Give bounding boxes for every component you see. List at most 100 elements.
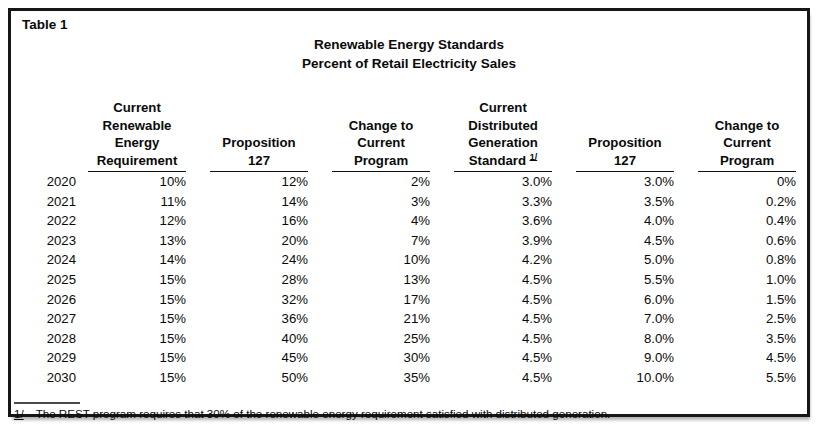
- table-row-2026: 202615%32%17%4.5%6.0%1.5%: [14, 290, 808, 310]
- table-row-2024: 202414%24%10%4.2%5.0%0.8%: [14, 250, 808, 270]
- value-cell-proposition-127-distributed: 5.0%: [564, 250, 686, 270]
- header-line: Current: [88, 99, 186, 117]
- table-row-2021: 202111%14%3%3.3%3.5%0.2%: [14, 192, 808, 212]
- value-cell-current-distributed-generation-standard: 3.6%: [442, 211, 564, 231]
- value-cell-proposition-127-renewable: 40%: [198, 329, 320, 349]
- table-title: Renewable Energy Standards Percent of Re…: [11, 36, 807, 73]
- column-header-year: [14, 99, 76, 172]
- year-cell: 2022: [14, 211, 76, 231]
- value-cell-change-to-current-program-distributed: 0%: [686, 172, 808, 192]
- year-cell: 2024: [14, 250, 76, 270]
- value-cell-proposition-127-distributed: 5.5%: [564, 270, 686, 290]
- value-cell-proposition-127-renewable: 28%: [198, 270, 320, 290]
- header-line: Distributed: [454, 117, 552, 135]
- header-line: Current: [698, 134, 796, 152]
- table-row-2023: 202313%20%7%3.9%4.5%0.6%: [14, 231, 808, 251]
- renewable-standards-table: CurrentRenewableEnergyRequirementProposi…: [14, 99, 808, 388]
- value-cell-change-to-current-program-distributed: 2.5%: [686, 309, 808, 329]
- column-header-change-to-current-program-renewable: Change toCurrentProgram: [320, 99, 442, 172]
- value-cell-proposition-127-distributed: 4.5%: [564, 231, 686, 251]
- value-cell-current-renewable-energy-requirement: 11%: [76, 192, 198, 212]
- column-header-proposition-127-renewable: Proposition127: [198, 99, 320, 172]
- header-line: Renewable: [88, 117, 186, 135]
- value-cell-current-distributed-generation-standard: 4.5%: [442, 368, 564, 388]
- header-line: Program: [332, 152, 430, 170]
- value-cell-current-distributed-generation-standard: 4.2%: [442, 250, 564, 270]
- page: Table 1 Renewable Energy Standards Perce…: [0, 0, 818, 429]
- value-cell-change-to-current-program-distributed: 0.2%: [686, 192, 808, 212]
- header-line: 127: [210, 152, 308, 170]
- value-cell-current-distributed-generation-standard: 3.3%: [442, 192, 564, 212]
- value-cell-proposition-127-renewable: 24%: [198, 250, 320, 270]
- header-line: Standard 1/: [454, 152, 552, 170]
- value-cell-current-renewable-energy-requirement: 15%: [76, 348, 198, 368]
- header-line: Current: [454, 99, 552, 117]
- value-cell-proposition-127-renewable: 50%: [198, 368, 320, 388]
- value-cell-proposition-127-distributed: 4.0%: [564, 211, 686, 231]
- year-cell: 2028: [14, 329, 76, 349]
- header-line: 127: [576, 152, 674, 170]
- value-cell-current-distributed-generation-standard: 4.5%: [442, 329, 564, 349]
- column-header-current-renewable-energy-requirement: CurrentRenewableEnergyRequirement: [76, 99, 198, 172]
- table-frame: Table 1 Renewable Energy Standards Perce…: [8, 8, 810, 417]
- value-cell-change-to-current-program-distributed: 0.6%: [686, 231, 808, 251]
- value-cell-change-to-current-program-renewable: 35%: [320, 368, 442, 388]
- year-cell: 2021: [14, 192, 76, 212]
- value-cell-current-renewable-energy-requirement: 15%: [76, 309, 198, 329]
- table-row-2030: 203015%50%35%4.5%10.0%5.5%: [14, 368, 808, 388]
- value-cell-change-to-current-program-renewable: 10%: [320, 250, 442, 270]
- title-line-1: Renewable Energy Standards: [11, 36, 807, 55]
- value-cell-change-to-current-program-renewable: 17%: [320, 290, 442, 310]
- title-line-2: Percent of Retail Electricity Sales: [11, 55, 807, 74]
- value-cell-change-to-current-program-distributed: 0.8%: [686, 250, 808, 270]
- footnote-separator: [14, 402, 80, 404]
- header-line: Current: [332, 134, 430, 152]
- year-cell: 2025: [14, 270, 76, 290]
- year-cell: 2023: [14, 231, 76, 251]
- header-line: Generation: [454, 134, 552, 152]
- value-cell-change-to-current-program-renewable: 21%: [320, 309, 442, 329]
- value-cell-change-to-current-program-distributed: 0.4%: [686, 211, 808, 231]
- header-row: CurrentRenewableEnergyRequirementProposi…: [14, 99, 808, 172]
- header-line: Change to: [698, 117, 796, 135]
- year-cell: 2029: [14, 348, 76, 368]
- value-cell-change-to-current-program-renewable: 2%: [320, 172, 442, 192]
- value-cell-current-distributed-generation-standard: 3.9%: [442, 231, 564, 251]
- value-cell-proposition-127-renewable: 45%: [198, 348, 320, 368]
- value-cell-proposition-127-renewable: 36%: [198, 309, 320, 329]
- header-line: Change to: [332, 117, 430, 135]
- table-row-2029: 202915%45%30%4.5%9.0%4.5%: [14, 348, 808, 368]
- year-cell: 2026: [14, 290, 76, 310]
- value-cell-current-renewable-energy-requirement: 15%: [76, 270, 198, 290]
- table-row-2028: 202815%40%25%4.5%8.0%3.5%: [14, 329, 808, 349]
- header-line: Program: [698, 152, 796, 170]
- table-row-2022: 202212%16%4%3.6%4.0%0.4%: [14, 211, 808, 231]
- footnote-marker: 1/: [530, 151, 538, 161]
- value-cell-current-renewable-energy-requirement: 13%: [76, 231, 198, 251]
- value-cell-proposition-127-renewable: 16%: [198, 211, 320, 231]
- value-cell-current-renewable-energy-requirement: 15%: [76, 329, 198, 349]
- footnote: 1/The REST program requires that 30% of …: [14, 407, 807, 421]
- value-cell-change-to-current-program-renewable: 3%: [320, 192, 442, 212]
- value-cell-current-distributed-generation-standard: 4.5%: [442, 309, 564, 329]
- year-cell: 2030: [14, 368, 76, 388]
- value-cell-change-to-current-program-distributed: 4.5%: [686, 348, 808, 368]
- column-header-proposition-127-distributed: Proposition127: [564, 99, 686, 172]
- value-cell-change-to-current-program-distributed: 1.0%: [686, 270, 808, 290]
- footnote-ref: 1/: [14, 407, 24, 420]
- table-row-2020: 202010%12%2%3.0%3.0%0%: [14, 172, 808, 192]
- value-cell-proposition-127-distributed: 9.0%: [564, 348, 686, 368]
- table-row-2025: 202515%28%13%4.5%5.5%1.0%: [14, 270, 808, 290]
- value-cell-current-renewable-energy-requirement: 10%: [76, 172, 198, 192]
- table-label: Table 1: [22, 16, 807, 34]
- value-cell-proposition-127-distributed: 7.0%: [564, 309, 686, 329]
- year-cell: 2027: [14, 309, 76, 329]
- footnote-text: The REST program requires that 30% of th…: [36, 407, 611, 420]
- value-cell-current-renewable-energy-requirement: 12%: [76, 211, 198, 231]
- value-cell-current-distributed-generation-standard: 3.0%: [442, 172, 564, 192]
- value-cell-change-to-current-program-renewable: 7%: [320, 231, 442, 251]
- value-cell-proposition-127-renewable: 12%: [198, 172, 320, 192]
- value-cell-proposition-127-renewable: 14%: [198, 192, 320, 212]
- value-cell-change-to-current-program-renewable: 13%: [320, 270, 442, 290]
- value-cell-current-distributed-generation-standard: 4.5%: [442, 270, 564, 290]
